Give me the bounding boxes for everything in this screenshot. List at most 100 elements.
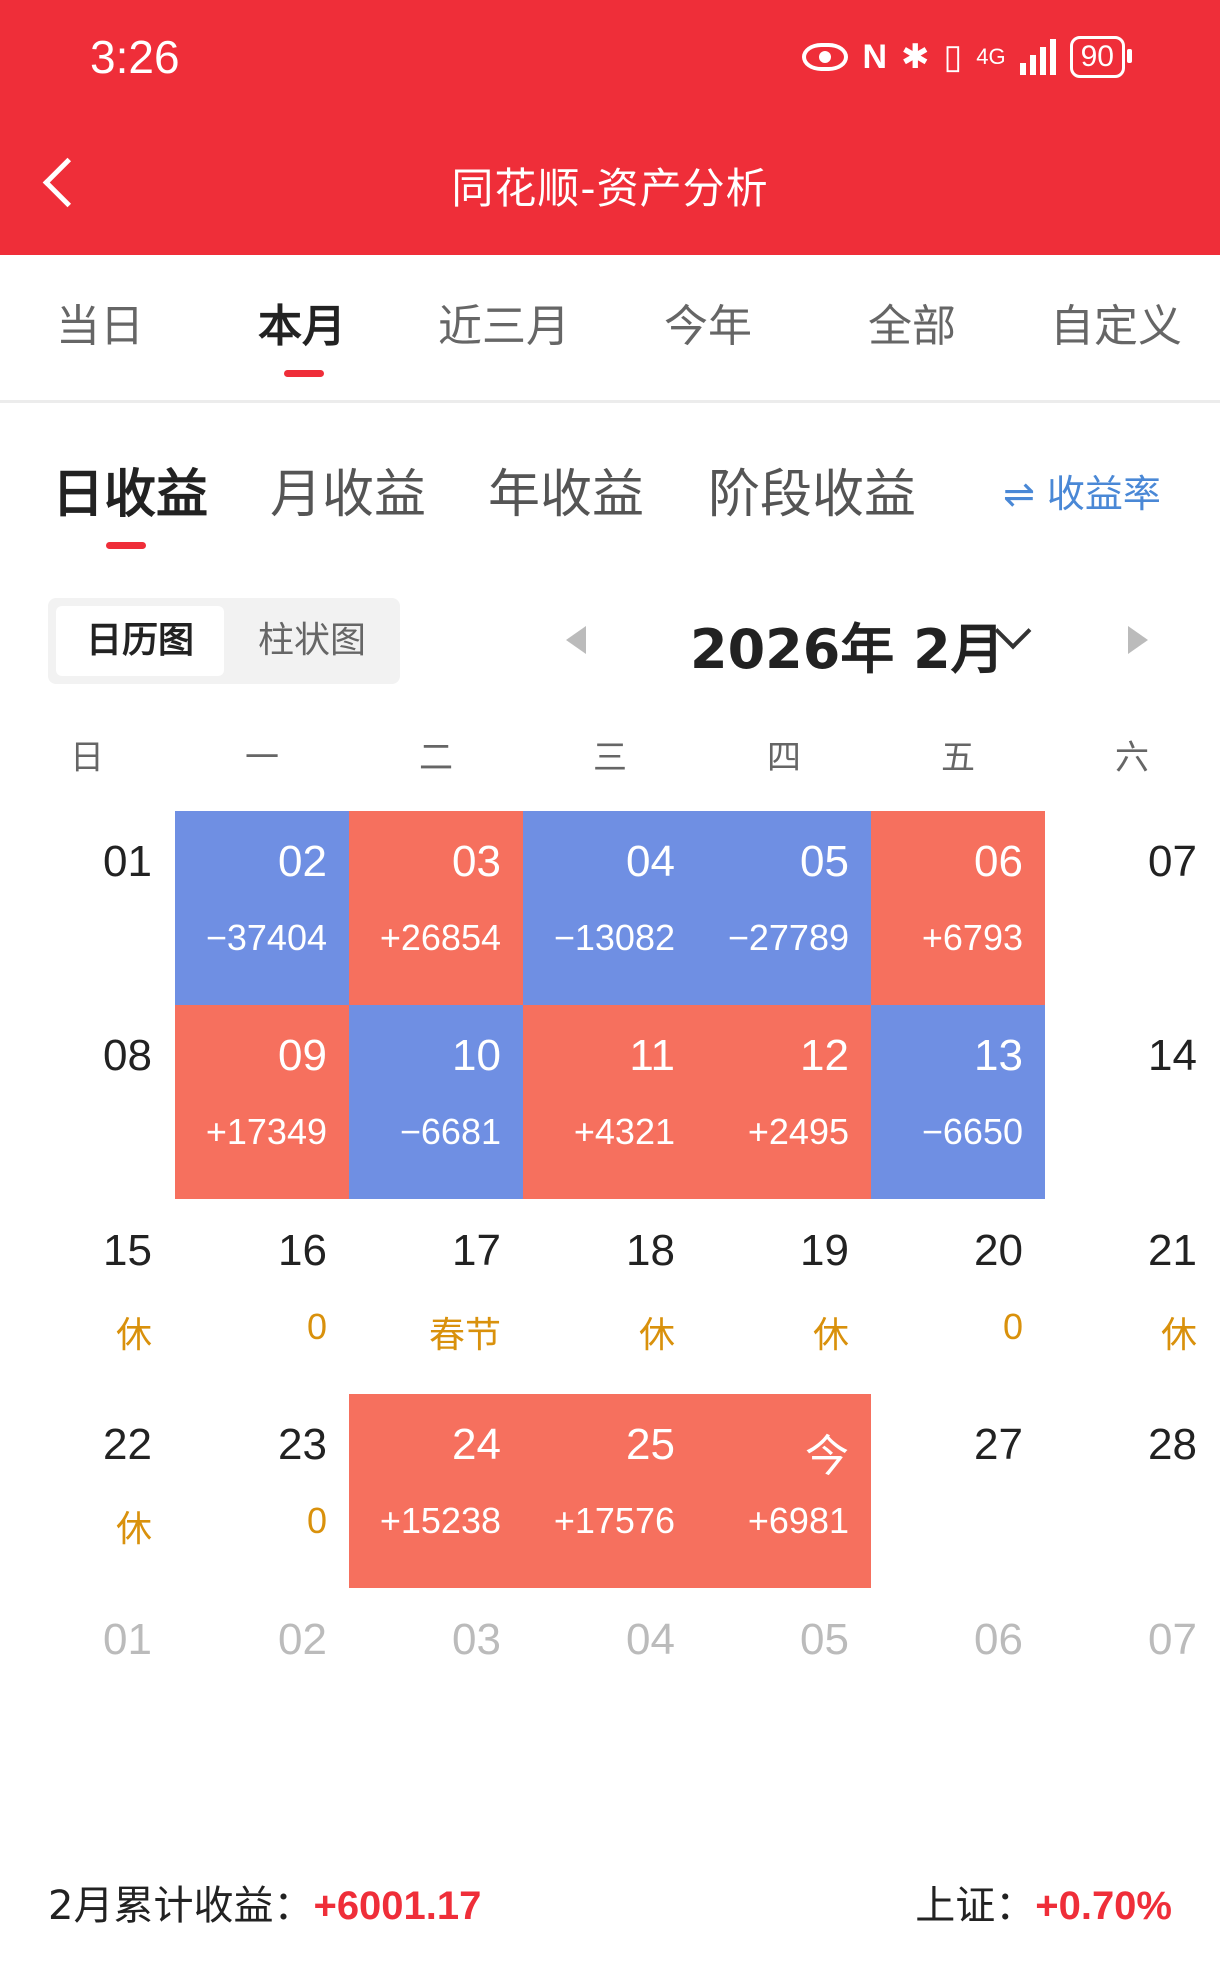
active-subtab-indicator bbox=[106, 542, 146, 549]
calendar-day[interactable]: 今 +6981 bbox=[697, 1394, 871, 1588]
calendar-day[interactable]: 01 bbox=[0, 811, 174, 1005]
day-number: 14 bbox=[1148, 1031, 1197, 1080]
calendar-day[interactable]: 18 休 bbox=[523, 1200, 697, 1394]
tab-today[interactable]: 当日 bbox=[56, 301, 144, 352]
day-number: 24 bbox=[452, 1420, 501, 1469]
day-number: 03 bbox=[452, 837, 501, 886]
tab-this-year[interactable]: 今年 bbox=[664, 301, 752, 352]
calendar-view-button[interactable]: 日历图 bbox=[56, 606, 224, 676]
calendar-day[interactable]: 06 +6793 bbox=[871, 811, 1045, 1005]
day-number: 12 bbox=[800, 1031, 849, 1080]
index-label: 上证： bbox=[915, 1883, 1036, 1929]
day-number: 15 bbox=[103, 1226, 152, 1275]
day-number: 02 bbox=[278, 837, 327, 886]
calendar-day[interactable]: 12 +2495 bbox=[697, 1005, 871, 1199]
calendar-day-next-month[interactable]: 01 bbox=[0, 1589, 174, 1783]
weekday-label: 六 bbox=[1115, 738, 1149, 778]
swap-icon: ⇌ bbox=[1003, 472, 1047, 516]
day-number: 21 bbox=[1148, 1226, 1197, 1275]
tab-three-months[interactable]: 近三月 bbox=[438, 301, 570, 352]
tab-daily-profit[interactable]: 日收益 bbox=[52, 465, 209, 525]
calendar-day-next-month[interactable]: 07 bbox=[1045, 1589, 1219, 1783]
calendar-day[interactable]: 04 −13082 bbox=[523, 811, 697, 1005]
calendar-day-next-month[interactable]: 06 bbox=[871, 1589, 1045, 1783]
calendar-day[interactable]: 08 bbox=[0, 1005, 174, 1199]
calendar-day[interactable]: 11 +4321 bbox=[523, 1005, 697, 1199]
day-number: 01 bbox=[103, 837, 152, 886]
next-month-icon[interactable] bbox=[1128, 626, 1148, 654]
day-number: 07 bbox=[1148, 1615, 1197, 1664]
day-number: 13 bbox=[974, 1031, 1023, 1080]
day-profit: −6650 bbox=[921, 1111, 1023, 1152]
calendar-day[interactable]: 02 −37404 bbox=[175, 811, 349, 1005]
calendar-day[interactable]: 22 休 bbox=[0, 1394, 174, 1588]
calendar-day-next-month[interactable]: 05 bbox=[697, 1589, 871, 1783]
prev-month-icon[interactable] bbox=[566, 626, 586, 654]
bar-view-button[interactable]: 柱状图 bbox=[257, 620, 366, 661]
bluetooth-icon: ✱ bbox=[901, 38, 930, 76]
cumulative-value: +6001.17 bbox=[313, 1884, 482, 1928]
tab-custom[interactable]: 自定义 bbox=[1050, 301, 1182, 352]
day-profit: −37404 bbox=[205, 917, 327, 958]
tab-all[interactable]: 全部 bbox=[868, 301, 956, 352]
day-number: 17 bbox=[452, 1226, 501, 1275]
calendar-day[interactable]: 13 −6650 bbox=[871, 1005, 1045, 1199]
day-profit: −6681 bbox=[399, 1111, 501, 1152]
month-label[interactable]: 2026年 2月 bbox=[690, 618, 1005, 681]
day-number: 02 bbox=[278, 1615, 327, 1664]
day-number: 07 bbox=[1148, 837, 1197, 886]
day-status: 休 bbox=[115, 1508, 152, 1549]
weekday-label: 日 bbox=[70, 738, 104, 778]
day-profit: +26854 bbox=[379, 917, 501, 958]
rate-toggle-label: 收益率 bbox=[1046, 472, 1161, 516]
calendar-day[interactable]: 17 春节 bbox=[349, 1200, 523, 1394]
calendar-day[interactable]: 03 +26854 bbox=[349, 811, 523, 1005]
calendar-day[interactable]: 23 0 bbox=[175, 1394, 349, 1588]
tab-this-month[interactable]: 本月 bbox=[258, 301, 346, 352]
day-status: 休 bbox=[1160, 1314, 1197, 1355]
day-number: 20 bbox=[974, 1226, 1023, 1275]
calendar-day[interactable]: 16 0 bbox=[175, 1200, 349, 1394]
day-profit: +15238 bbox=[379, 1500, 501, 1541]
calendar-day[interactable]: 20 0 bbox=[871, 1200, 1045, 1394]
calendar-day[interactable]: 21 休 bbox=[1045, 1200, 1219, 1394]
calendar-day-next-month[interactable]: 02 bbox=[175, 1589, 349, 1783]
calendar-day[interactable]: 05 −27789 bbox=[697, 811, 871, 1005]
period-tabs bbox=[0, 255, 1220, 403]
calendar-day[interactable]: 09 +17349 bbox=[175, 1005, 349, 1199]
day-number: 01 bbox=[103, 1615, 152, 1664]
day-number: 05 bbox=[800, 1615, 849, 1664]
calendar-day-next-month[interactable]: 04 bbox=[523, 1589, 697, 1783]
tab-stage-profit[interactable]: 阶段收益 bbox=[708, 465, 917, 525]
page-title: 同花顺-资产分析 bbox=[451, 164, 769, 213]
day-number: 22 bbox=[103, 1420, 152, 1469]
calendar-day[interactable]: 07 bbox=[1045, 811, 1219, 1005]
calendar-day[interactable]: 19 休 bbox=[697, 1200, 871, 1394]
day-profit: −27789 bbox=[727, 917, 849, 958]
tab-yearly-profit[interactable]: 年收益 bbox=[488, 465, 645, 525]
day-number: 05 bbox=[800, 837, 849, 886]
day-profit: +17349 bbox=[205, 1111, 327, 1152]
day-number: 19 bbox=[800, 1226, 849, 1275]
calendar-day[interactable]: 25 +17576 bbox=[523, 1394, 697, 1588]
rate-toggle[interactable]: ⇌ 收益率 bbox=[1003, 463, 1161, 518]
calendar-day[interactable]: 28 bbox=[1045, 1394, 1219, 1588]
day-number: 04 bbox=[626, 1615, 675, 1664]
day-profit: +4321 bbox=[573, 1111, 675, 1152]
network-type: 4G bbox=[976, 44, 1006, 69]
weekday-label: 四 bbox=[767, 738, 801, 778]
calendar-day[interactable]: 15 休 bbox=[0, 1200, 174, 1394]
day-status: 0 bbox=[1002, 1306, 1023, 1347]
day-number: 16 bbox=[278, 1226, 327, 1275]
status-time: 3:26 bbox=[90, 31, 180, 83]
tab-monthly-profit[interactable]: 月收益 bbox=[270, 465, 427, 525]
day-number: 06 bbox=[974, 837, 1023, 886]
calendar-day[interactable]: 27 bbox=[871, 1394, 1045, 1588]
calendar-day[interactable]: 10 −6681 bbox=[349, 1005, 523, 1199]
calendar-day-next-month[interactable]: 03 bbox=[349, 1589, 523, 1783]
weekday-label: 五 bbox=[941, 738, 975, 778]
calendar-day[interactable]: 24 +15238 bbox=[349, 1394, 523, 1588]
calendar-day[interactable]: 14 bbox=[1045, 1005, 1219, 1199]
day-number: 18 bbox=[626, 1226, 675, 1275]
index-change: 上证：+0.70% bbox=[915, 1873, 1172, 1931]
